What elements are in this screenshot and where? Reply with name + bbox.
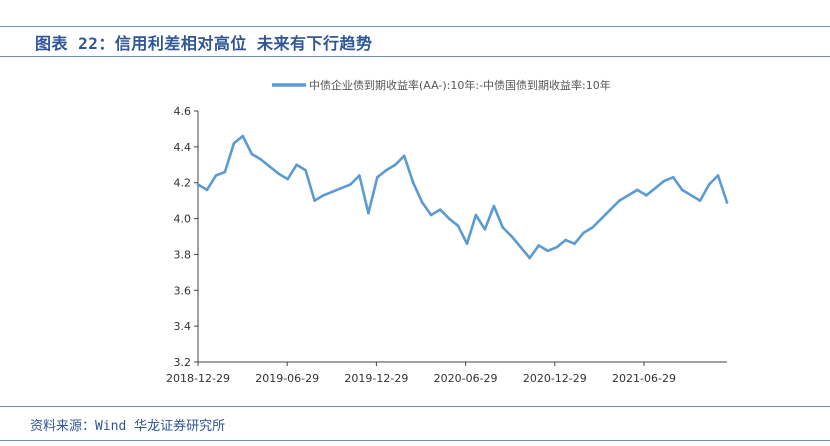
data-point (411, 181, 415, 184)
data-point (671, 176, 675, 179)
source-divider-bottom (0, 440, 830, 441)
data-point (402, 154, 406, 158)
data-point (420, 201, 424, 204)
x-tick-label: 2021-06-29 (612, 372, 676, 385)
data-point (483, 228, 487, 231)
data-point (600, 217, 603, 220)
data-point (636, 188, 639, 192)
data-point (582, 231, 585, 235)
data-point (196, 183, 200, 186)
data-point (689, 194, 693, 197)
x-tick-label: 2019-12-29 (344, 372, 408, 385)
data-point (474, 213, 478, 217)
figure-header: 图表 22：信用利差相对高位 未来有下行趋势 (0, 26, 830, 57)
y-tick-label: 4.2 (174, 177, 192, 190)
data-point (394, 163, 397, 167)
data-point (232, 142, 236, 145)
source-note: 资料来源：Wind 华龙证券研究所 (30, 419, 226, 434)
y-tick-label: 4.6 (174, 105, 192, 118)
data-point (662, 179, 666, 183)
y-tick-label: 3.8 (174, 248, 192, 261)
data-point (376, 176, 379, 179)
y-tick-label: 3.4 (174, 320, 192, 333)
x-tick-label: 2018-12-29 (166, 372, 230, 385)
data-point (680, 188, 684, 192)
data-point (510, 235, 514, 238)
data-point (564, 238, 567, 242)
data-point (277, 172, 281, 175)
data-point (214, 174, 218, 177)
data-point (286, 177, 290, 181)
data-point (438, 208, 442, 211)
data-point (528, 256, 531, 260)
data-point (698, 199, 702, 202)
figure-title: 图表 22：信用利差相对高位 未来有下行趋势 (35, 34, 373, 53)
data-point (429, 213, 433, 217)
data-point (716, 174, 720, 177)
data-point (555, 246, 558, 249)
data-point (223, 170, 227, 174)
data-point (707, 183, 711, 186)
legend-label: 中债企业债到期收益率(AA-):10年:-中债国债到期收益率:10年 (309, 78, 611, 92)
y-tick-label: 4.4 (174, 141, 192, 154)
data-point (385, 168, 388, 172)
data-point (618, 199, 621, 202)
data-point (492, 204, 496, 208)
data-point (205, 188, 209, 192)
data-point (501, 226, 505, 229)
data-point (340, 186, 343, 190)
data-point (349, 183, 352, 186)
series-line (196, 134, 729, 260)
data-point (322, 194, 325, 197)
data-point (367, 211, 370, 215)
data-point (591, 226, 594, 229)
data-point (331, 190, 334, 193)
data-point (358, 174, 361, 177)
data-point (546, 249, 549, 253)
x-tick-label: 2020-12-29 (523, 372, 587, 385)
data-point (250, 152, 254, 156)
y-tick-label: 4.0 (174, 213, 192, 226)
data-point (537, 244, 540, 247)
data-point (259, 158, 263, 161)
data-point (465, 242, 469, 245)
y-tick-label: 3.2 (174, 356, 192, 369)
data-point (447, 217, 451, 220)
data-point (573, 242, 576, 245)
y-tick-label: 3.6 (174, 284, 192, 297)
data-point (519, 246, 523, 249)
x-tick-label: 2020-06-29 (434, 372, 498, 385)
data-point (627, 194, 630, 197)
data-point (456, 224, 460, 227)
data-point (654, 186, 657, 190)
source-divider-top (0, 406, 830, 407)
data-point (645, 194, 648, 197)
data-point (725, 201, 729, 204)
data-point (313, 199, 316, 202)
data-point (609, 208, 612, 211)
data-point (241, 134, 245, 138)
data-point (304, 168, 307, 172)
data-point (268, 165, 272, 168)
x-tick-label: 2019-06-29 (255, 372, 319, 385)
data-point (295, 163, 298, 167)
line-chart: 中债企业债到期收益率(AA-):10年:-中债国债到期收益率:10年 3.2 3.4… (166, 78, 729, 385)
